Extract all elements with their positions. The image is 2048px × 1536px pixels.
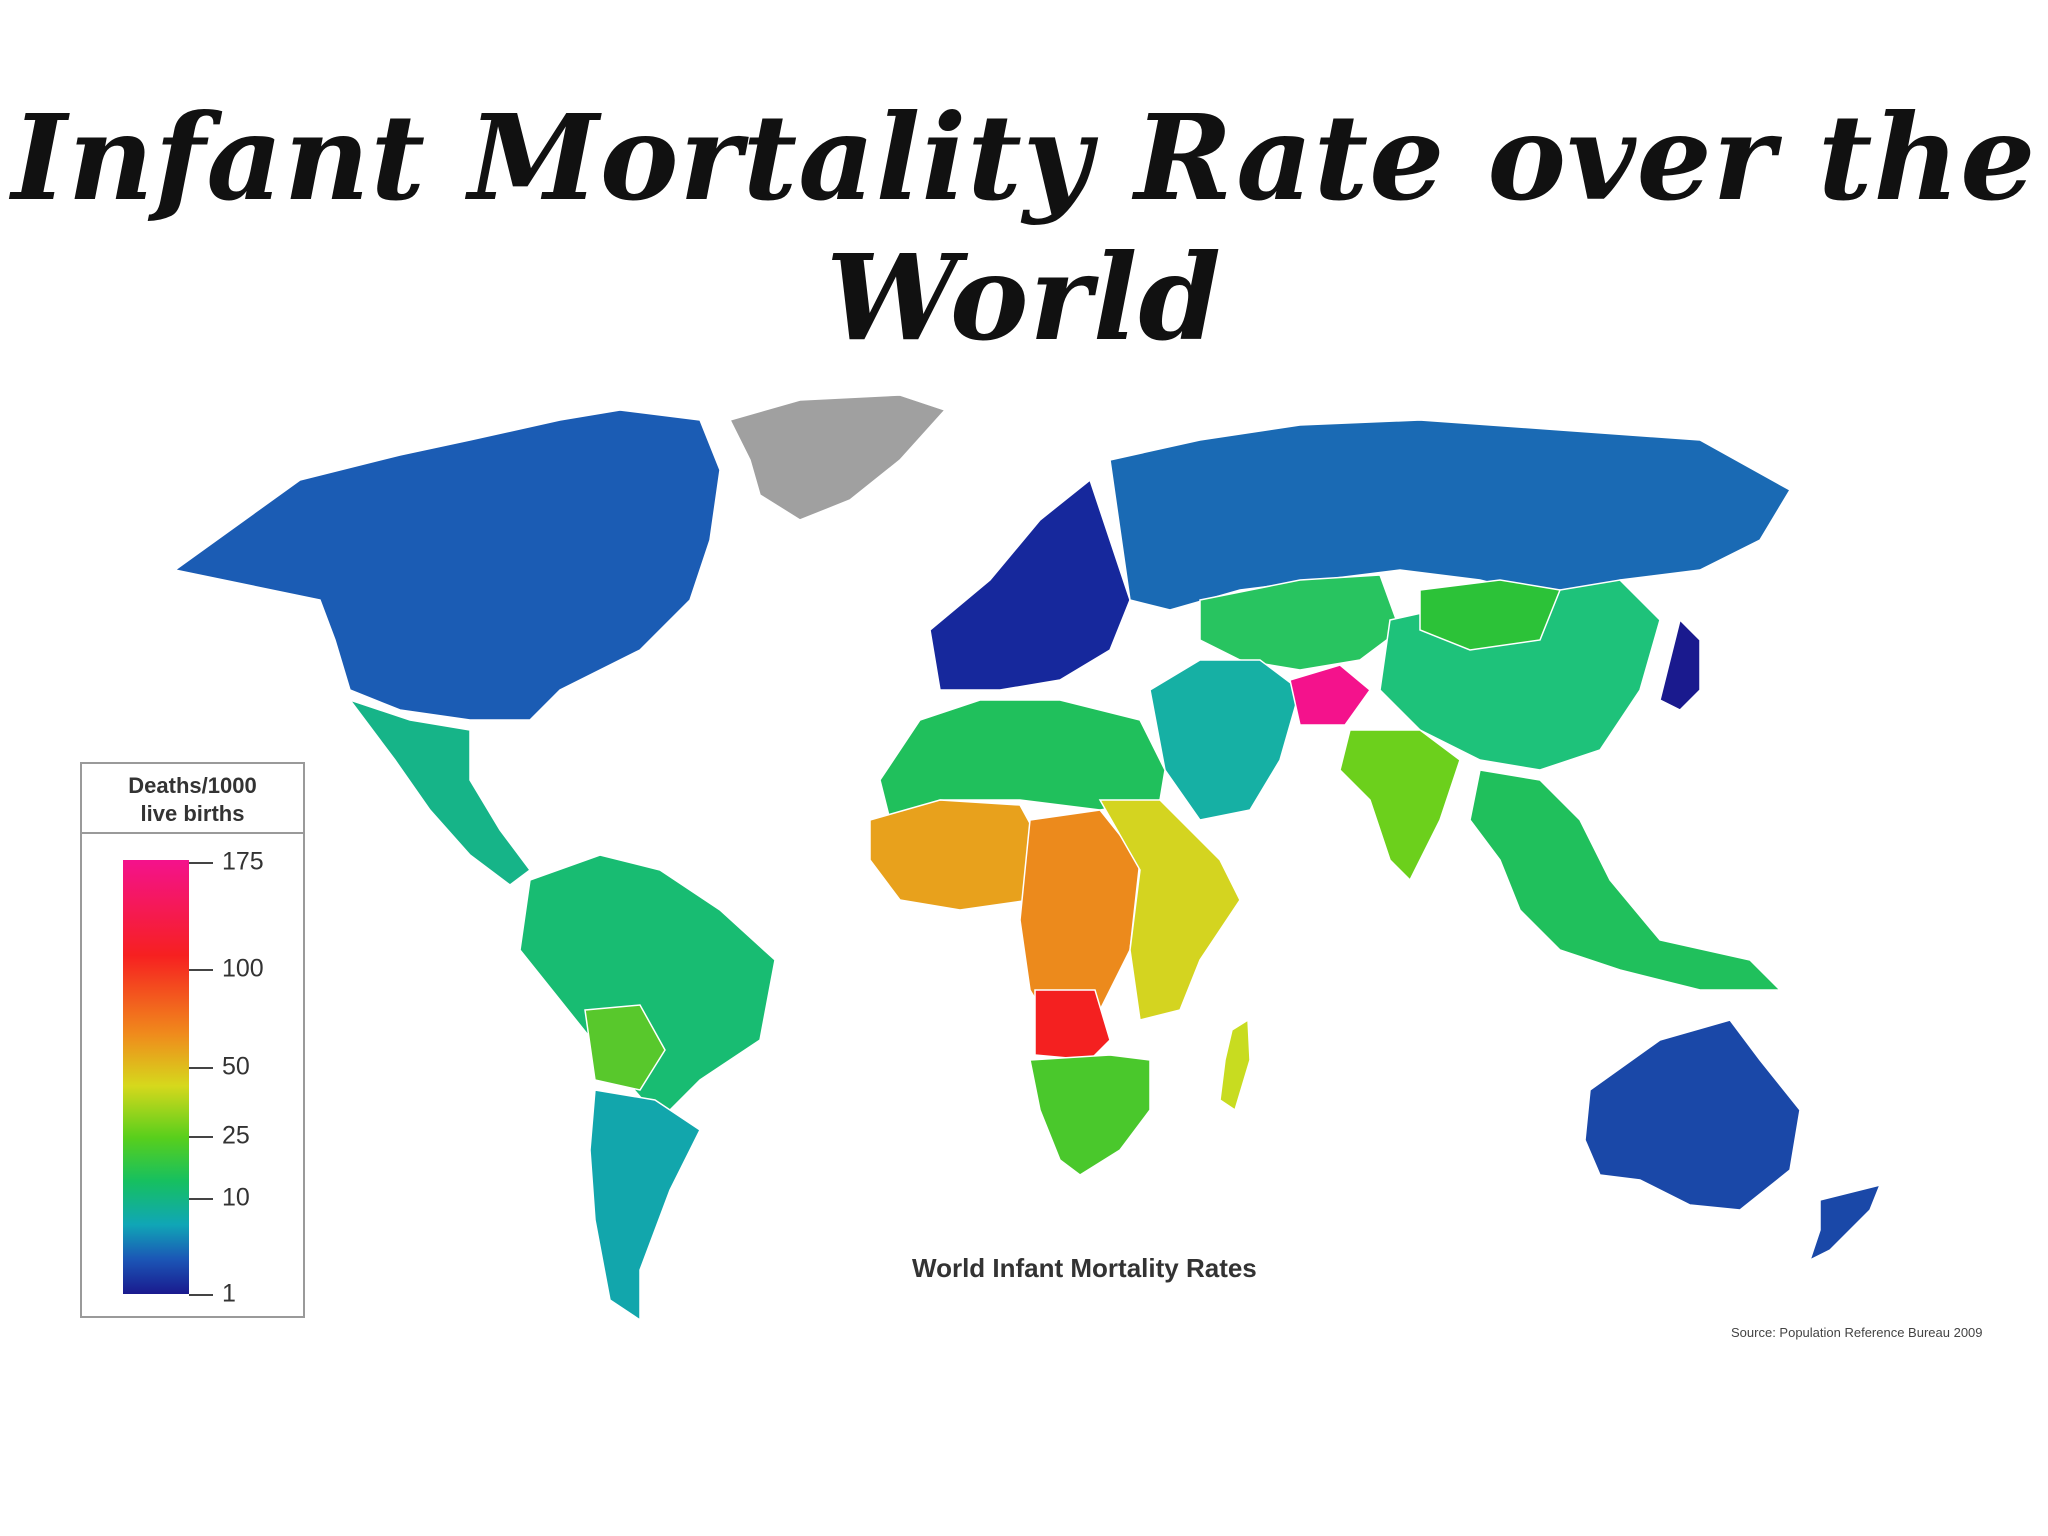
legend-title: Deaths/1000 live births (82, 764, 303, 834)
legend-tick-25 (189, 1136, 213, 1138)
map-caption: World Infant Mortality Rates (912, 1253, 1257, 1283)
region-russia (1109, 419, 1792, 611)
region-india (1339, 729, 1461, 882)
legend-tick-100 (189, 969, 213, 971)
region-southern-africa (1029, 1054, 1151, 1176)
legend-tick-1 (189, 1294, 213, 1296)
region-bolivia (584, 1004, 666, 1091)
region-angola (1034, 989, 1111, 1061)
legend-label-50: 50 (222, 1052, 250, 1081)
region-central-asia (1199, 574, 1401, 671)
region-south-america (519, 854, 776, 1122)
region-southern-cone (589, 1089, 701, 1322)
slide-title: Infant Mortality Rate over the World (11, 88, 2037, 367)
region-north-america (173, 409, 721, 721)
legend-label-1: 1 (222, 1279, 236, 1308)
legend-label-25: 25 (222, 1121, 250, 1150)
legend-label-10: 10 (222, 1183, 250, 1212)
legend-tick-10 (189, 1198, 213, 1200)
legend-title-line2: live births (140, 801, 245, 826)
legend-label-100: 100 (222, 954, 264, 983)
legend-tick-50 (189, 1067, 213, 1069)
region-mongolia (1419, 579, 1562, 651)
region-greenland (728, 394, 947, 521)
region-mexico-central-america (347, 698, 532, 886)
region-western-europe (929, 478, 1131, 691)
region-middle-east (1149, 659, 1301, 821)
region-madagascar (1219, 1018, 1251, 1112)
legend-label-175: 175 (222, 847, 264, 876)
region-japan (1659, 618, 1701, 711)
legend-title-line1: Deaths/1000 (128, 773, 257, 798)
region-southeast-asia (1469, 769, 1782, 991)
legend-tick-175 (189, 862, 213, 864)
region-new-zealand (1808, 1183, 1882, 1262)
region-afghanistan (1289, 664, 1372, 726)
legend-color-scale (123, 860, 189, 1294)
map-legend: Deaths/1000 live births 175 100 50 25 10… (80, 762, 305, 1318)
source-note: Source: Population Reference Bureau 2009 (1731, 1325, 1983, 1340)
region-east-africa (1098, 799, 1241, 1021)
region-australia (1584, 1019, 1801, 1211)
